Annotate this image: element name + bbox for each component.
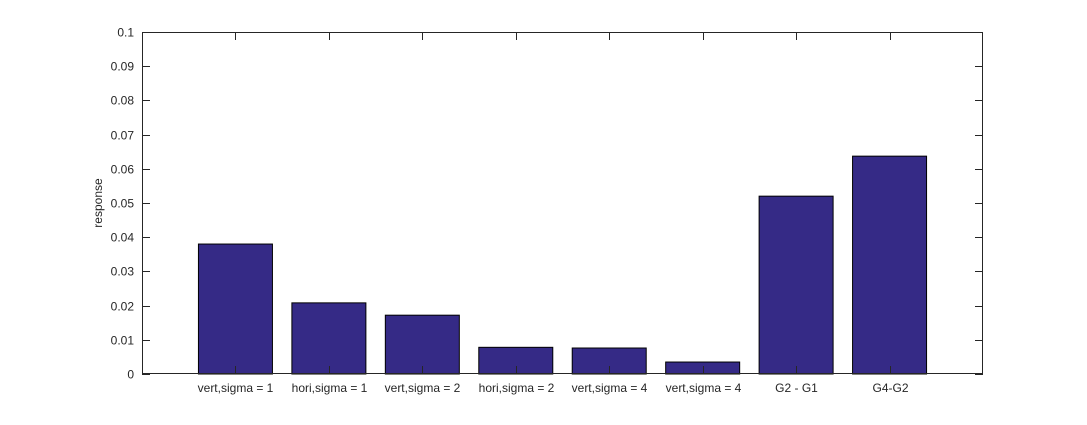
y-tick-label: 0.09 — [111, 60, 135, 74]
x-tick-label: vert,sigma = 1 — [198, 381, 274, 395]
y-tick-label: 0 — [127, 368, 134, 382]
x-tick-label: vert,sigma = 4 — [572, 381, 648, 395]
x-tick-label: G2 - G1 — [775, 381, 818, 395]
y-tick-label: 0.07 — [111, 129, 135, 143]
y-tick-label: 0.06 — [111, 163, 135, 177]
bar — [384, 314, 460, 375]
x-tick-label: hori,sigma = 1 — [292, 381, 368, 395]
bar — [665, 361, 741, 375]
bar — [197, 243, 273, 375]
axes-background — [142, 32, 983, 374]
plot-area: 0 0.01 0.02 0.03 0.04 0.05 0.06 0.07 0.08 0.09 0.1… — [111, 26, 983, 395]
y-tick-label: 0.05 — [111, 197, 135, 211]
y-axis-label: response — [91, 178, 105, 228]
y-tick-label: 0.04 — [111, 231, 135, 245]
y-tick-label: 0.01 — [111, 334, 135, 348]
y-tick-label: 0.1 — [117, 26, 134, 40]
bar — [291, 302, 367, 375]
x-tick-label: hori,sigma = 2 — [479, 381, 555, 395]
x-tick-label: vert,sigma = 4 — [666, 381, 742, 395]
y-tick-label: 0.03 — [111, 265, 135, 279]
y-tick-label: 0.08 — [111, 94, 135, 108]
bar — [758, 195, 834, 375]
y-tick-label: 0.02 — [111, 300, 135, 314]
bar — [852, 155, 928, 375]
x-tick-label: G4-G2 — [872, 381, 908, 395]
bar — [478, 346, 554, 375]
x-tick-label: vert,sigma = 2 — [385, 381, 461, 395]
